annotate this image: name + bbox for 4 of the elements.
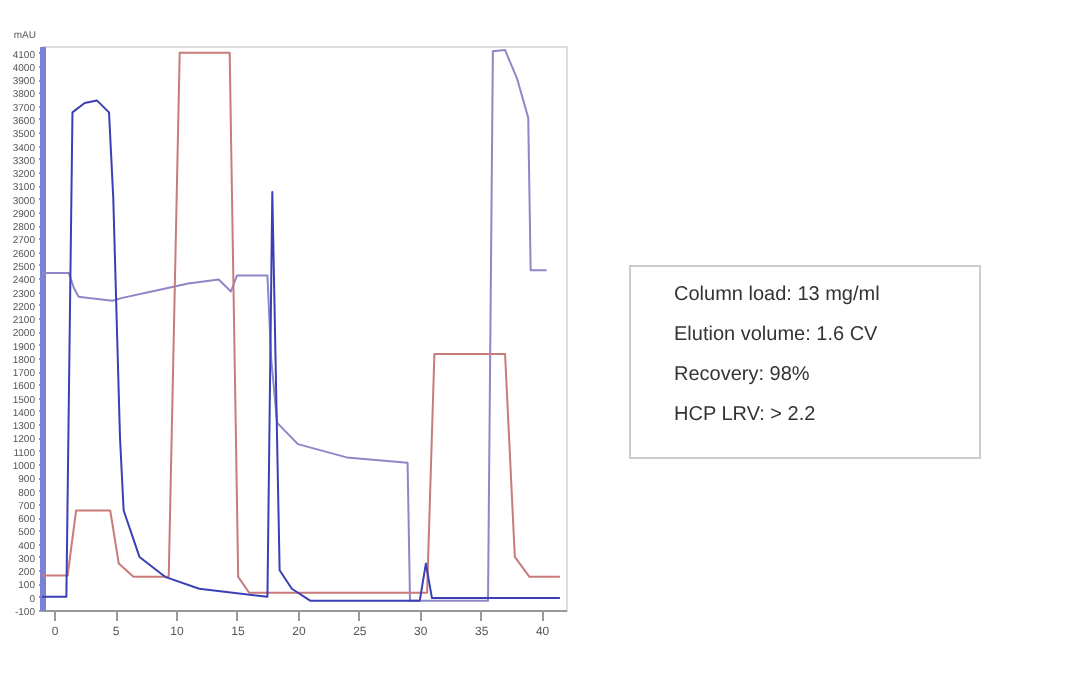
text: HCP LRV: > 2.2 bbox=[674, 404, 817, 426]
text: Column load: 13 mg/ml bbox=[674, 284, 880, 306]
text: Recovery: 98% bbox=[674, 364, 810, 386]
text: Elution volume: 1.6 CV bbox=[674, 324, 879, 346]
